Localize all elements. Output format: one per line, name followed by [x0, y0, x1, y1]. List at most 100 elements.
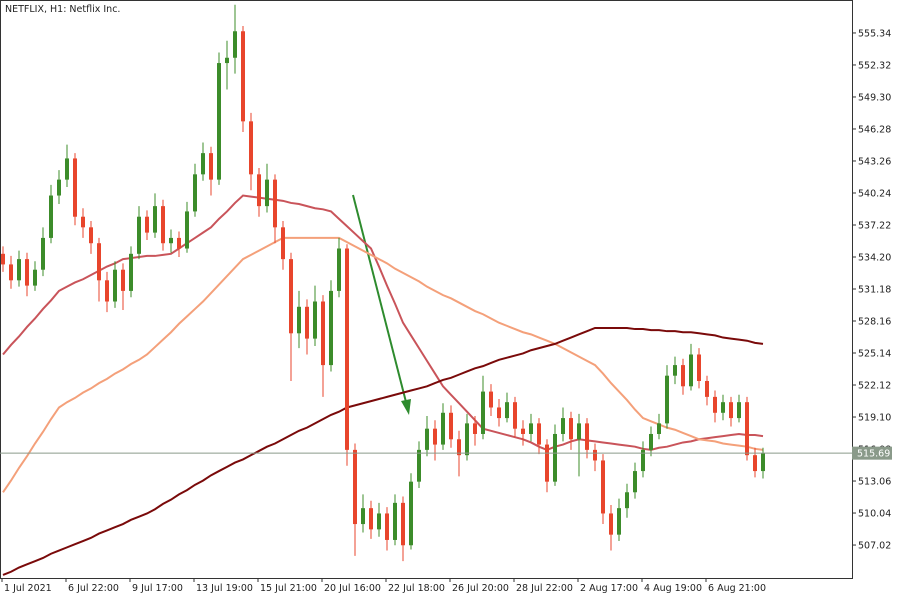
candle-body — [121, 269, 125, 291]
candle-body — [641, 449, 645, 472]
candle-body — [529, 423, 533, 434]
candle-body — [265, 179, 269, 207]
x-tick-label: 9 Jul 17:00 — [132, 583, 183, 594]
candle-body — [521, 428, 525, 434]
candle-body — [553, 433, 557, 482]
candle-body — [241, 31, 245, 122]
candle-body — [33, 269, 37, 286]
candle-body — [9, 264, 13, 281]
candle-body — [577, 423, 581, 440]
trend-arrow — [352, 194, 411, 415]
x-tick-label: 1 Jul 2021 — [4, 583, 52, 594]
candle-body — [17, 259, 21, 281]
x-tick-label: 28 Jul 22:00 — [516, 583, 573, 594]
candle-body — [385, 513, 389, 540]
candle-body — [1, 253, 5, 265]
candle-body — [721, 402, 725, 413]
candle-body — [73, 158, 77, 217]
candle-body — [745, 402, 749, 456]
candle-body — [585, 423, 589, 450]
candle-body — [169, 237, 173, 244]
candle-body — [97, 243, 101, 281]
candle-body — [505, 402, 509, 419]
x-tick-label: 22 Jul 18:00 — [388, 583, 445, 594]
candle-body — [209, 153, 213, 180]
candle-body — [377, 513, 381, 530]
y-tick-label: 552.32 — [858, 60, 891, 71]
y-tick-label: 540.24 — [858, 188, 891, 199]
y-tick-label: 522.12 — [858, 381, 891, 392]
candle-body — [281, 227, 285, 260]
y-tick-label: 513.06 — [858, 477, 891, 488]
x-tick-label: 26 Jul 20:00 — [452, 583, 509, 594]
candle-body — [473, 423, 477, 434]
candle-body — [249, 121, 253, 175]
candle-body — [193, 174, 197, 212]
candle-body — [433, 428, 437, 445]
y-tick-label: 528.16 — [858, 317, 891, 328]
y-tick-label: 546.28 — [858, 124, 891, 135]
candle-body — [449, 412, 453, 440]
candle-body — [289, 259, 293, 334]
candle-body — [753, 455, 757, 472]
candle-body — [25, 259, 29, 286]
candle-body — [353, 449, 357, 525]
candle-body — [89, 227, 93, 244]
y-tick-label: 531.18 — [858, 285, 891, 296]
candle-body — [625, 492, 629, 509]
price-label: 515.69 — [857, 449, 890, 460]
y-tick-label: 534.20 — [858, 252, 891, 263]
candle-body — [273, 179, 277, 228]
candle-body — [617, 508, 621, 535]
candle-body — [153, 206, 157, 233]
candle-body — [697, 354, 701, 381]
arrow-line — [352, 194, 407, 403]
x-tick-label: 4 Aug 19:00 — [644, 583, 702, 594]
candle-body — [465, 423, 469, 456]
candle-body — [609, 513, 613, 535]
plot-frame — [0, 0, 853, 579]
candle-body — [369, 508, 373, 530]
x-tick-label: 15 Jul 21:00 — [260, 583, 317, 594]
candle-body — [705, 380, 709, 397]
moving-average — [2, 327, 764, 576]
candle-body — [345, 248, 349, 450]
candle-body — [513, 402, 517, 429]
candle-body — [129, 253, 133, 291]
candle-body — [393, 502, 397, 540]
candle-body — [481, 391, 485, 434]
candle-body — [225, 57, 229, 64]
y-tick-label: 549.30 — [858, 92, 891, 103]
candle-body — [593, 449, 597, 461]
candle-body — [201, 153, 205, 175]
candle-body — [57, 179, 61, 196]
y-tick-label: 507.02 — [858, 541, 891, 552]
candle-body — [537, 423, 541, 445]
candle-body — [497, 407, 501, 419]
candle-body — [217, 63, 221, 180]
candle-body — [489, 391, 493, 408]
candle-body — [545, 444, 549, 482]
candle-body — [145, 216, 149, 233]
candle-body — [601, 460, 605, 514]
candle-body — [409, 481, 413, 546]
candle-body — [657, 423, 661, 434]
chart-title: NETFLIX, H1: Netflix Inc. — [5, 4, 120, 15]
y-tick-label: 525.14 — [858, 349, 891, 360]
candle-body — [761, 453, 765, 472]
y-tick-label: 537.22 — [858, 220, 891, 231]
candle-body — [337, 248, 341, 291]
candle-body — [329, 290, 333, 366]
candle-body — [561, 418, 565, 434]
candle-body — [137, 216, 141, 254]
candle-body — [457, 439, 461, 456]
y-tick-label: 543.26 — [858, 156, 891, 167]
candle-body — [185, 211, 189, 249]
candle-body — [65, 158, 69, 180]
candle-body — [689, 354, 693, 387]
candle-body — [361, 508, 365, 525]
candle-body — [233, 31, 237, 58]
x-tick-label: 20 Jul 16:00 — [324, 583, 381, 594]
candle-body — [113, 269, 117, 302]
